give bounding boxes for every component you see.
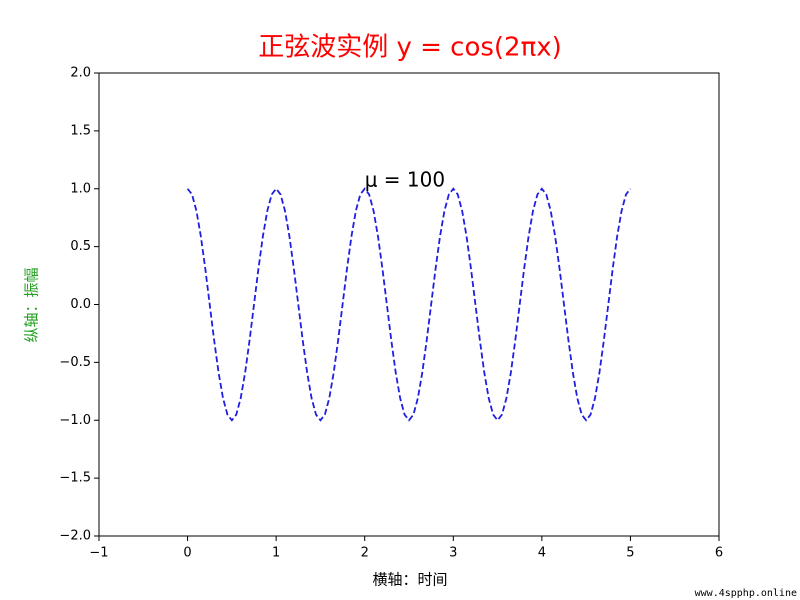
x-tick-label: 1: [272, 546, 280, 561]
y-tick-label: 1.5: [70, 123, 91, 138]
y-tick-label: −1.5: [59, 471, 91, 486]
y-tick-label: −1.0: [59, 413, 91, 428]
y-tick-label: 1.0: [70, 181, 91, 196]
y-tick-label: −2.0: [59, 529, 91, 544]
annotation: μ = 100: [365, 167, 445, 191]
y-tick-label: 2.0: [70, 66, 91, 81]
line-series: [186, 187, 632, 422]
watermark-bg: [712, 586, 800, 600]
chart-title: 正弦波实例 y = cos(2πx): [258, 33, 562, 63]
y-axis-label: 纵轴：振幅: [23, 267, 41, 342]
x-tick-label: 4: [538, 546, 546, 561]
x-tick-label: 6: [715, 546, 723, 561]
x-tick-label: 3: [449, 546, 457, 561]
x-axis-label: 横轴：时间: [372, 571, 447, 589]
y-tick-label: 0.5: [70, 239, 91, 254]
watermark: www.4spphp.online: [695, 588, 797, 599]
x-tick-label: −1: [89, 546, 108, 561]
plot-frame: [98, 72, 720, 537]
x-tick-label: 5: [626, 546, 634, 561]
x-tick-label: 0: [183, 546, 191, 561]
y-tick-label: −0.5: [59, 355, 91, 370]
x-tick-label: 2: [361, 546, 369, 561]
y-tick-label: 0.0: [70, 297, 91, 312]
